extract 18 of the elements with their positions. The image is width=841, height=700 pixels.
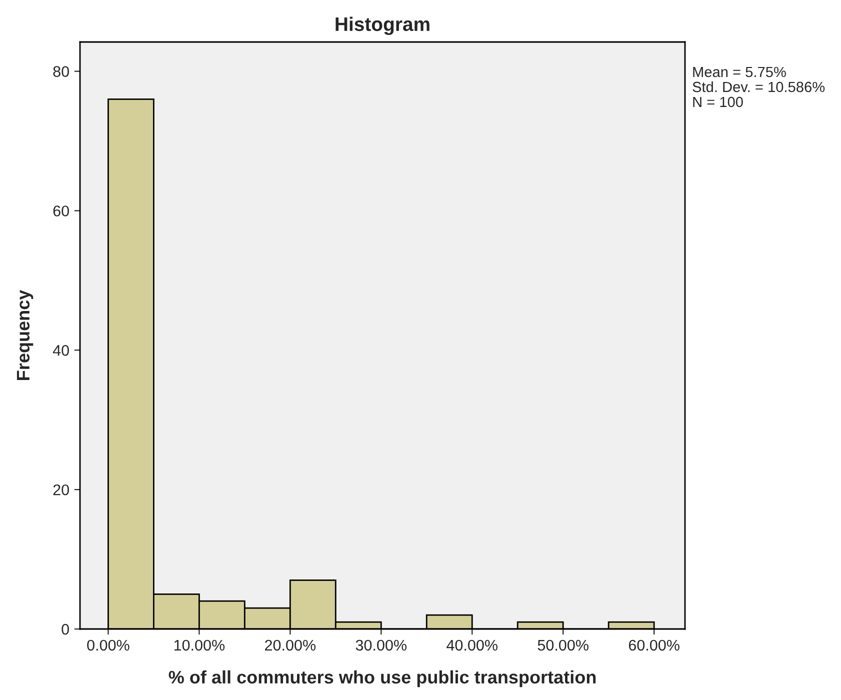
- text: N = 100: [693, 96, 743, 108]
- x-tick-label: 30.00%: [356, 640, 406, 651]
- x-axis-title: % of all commuters who use public transportation: [168, 670, 596, 688]
- x-tick-label: 60.00%: [628, 640, 680, 651]
- y-tick-label: 0: [62, 624, 69, 635]
- text: Mean = 5.75%: [693, 66, 786, 78]
- text: Std. Dev. = 10.586%: [692, 81, 825, 92]
- x-tick-label: 0.00%: [87, 640, 130, 651]
- x-tick-label: 40.00%: [446, 640, 498, 651]
- x-tick-label: 20.00%: [265, 640, 316, 651]
- y-axis-title: Frequency: [16, 290, 34, 380]
- y-tick-label: 80: [53, 66, 69, 77]
- y-tick-label: 40: [52, 345, 69, 356]
- x-tick-label: 10.00%: [174, 640, 225, 651]
- chart-title: Histogram: [336, 16, 430, 36]
- y-tick-label: 60: [53, 206, 69, 216]
- x-tick-label: 50.00%: [538, 640, 588, 651]
- y-tick-label: 20: [53, 484, 69, 496]
